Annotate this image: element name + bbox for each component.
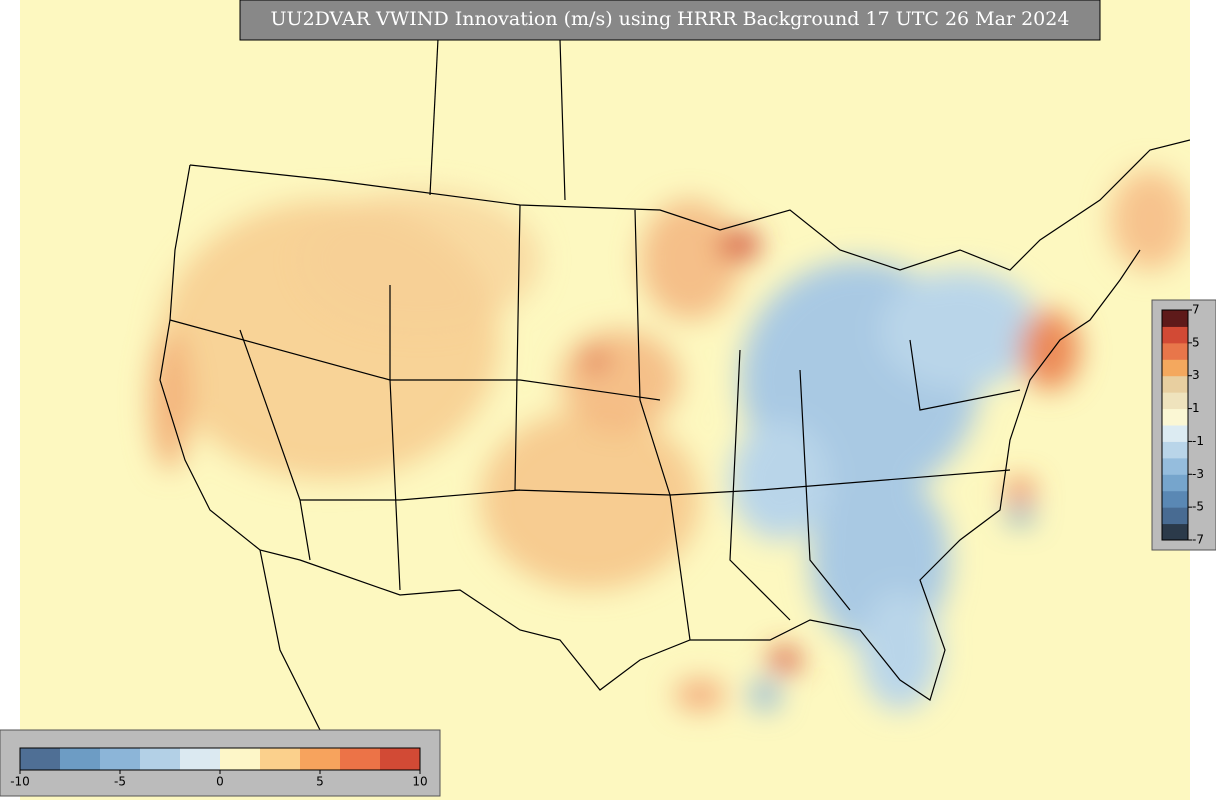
colorbar-bottom: -10 -5 0 5 10 xyxy=(10,747,428,789)
colorbar-band xyxy=(1162,457,1188,475)
colorbar-band xyxy=(1162,408,1188,426)
colorbar-band xyxy=(180,748,221,770)
colorbar-band xyxy=(1162,392,1188,410)
colorbar-band xyxy=(1162,474,1188,492)
colorbar-tick-label: -5 xyxy=(1192,500,1204,514)
colorbar-tick-label: 0 xyxy=(216,775,224,789)
title: UU2DVAR VWIND Innovation (m/s) using HRR… xyxy=(271,8,1070,30)
colorbar-band xyxy=(1162,425,1188,442)
colorbar-tick-label: 7 xyxy=(1192,303,1200,317)
colorbar-band xyxy=(140,748,181,770)
colorbar-band xyxy=(1162,490,1188,508)
colorbar-band xyxy=(260,748,301,770)
colorbar-band xyxy=(1162,507,1188,525)
boundaries xyxy=(159,0,1190,751)
colorbar-band xyxy=(1162,342,1188,360)
colorbar-band xyxy=(100,748,141,770)
colorbar-tick-label: 5 xyxy=(316,775,324,789)
colorbar-band xyxy=(220,748,261,770)
colorbar-band xyxy=(380,748,421,770)
colorbar-tick-label: -10 xyxy=(10,775,30,789)
colorbar-tick-label: -1 xyxy=(1192,434,1204,448)
colorbar-band xyxy=(340,748,381,770)
colorbar-band xyxy=(1162,375,1188,393)
colorbar-band xyxy=(1162,326,1188,344)
innovation-field xyxy=(150,170,1190,710)
colorbar-tick-label: 10 xyxy=(412,775,427,789)
colorbar-band xyxy=(1162,523,1188,541)
colorbar-band xyxy=(20,748,61,770)
title-box xyxy=(239,0,1101,41)
colorbar-band xyxy=(1162,359,1188,377)
colorbar-tick-label: -7 xyxy=(1192,533,1204,547)
colorbar-tick-label: 1 xyxy=(1192,401,1200,415)
colorbar-band xyxy=(60,748,101,770)
colorbar-band xyxy=(1162,310,1188,327)
colorbar-tick-label: -5 xyxy=(114,775,126,789)
colorbar-tick-label: 5 xyxy=(1192,335,1200,349)
colorbar-right: -7 -5 -3 -1 1 3 5 7 xyxy=(1161,303,1204,547)
colorbar-tick-label: -3 xyxy=(1192,467,1204,481)
colorbar-tick-label: 3 xyxy=(1192,368,1200,382)
colorbar-band xyxy=(1162,441,1188,459)
map xyxy=(20,0,1190,800)
colorbar-frame xyxy=(1161,309,1189,541)
colorbar-band xyxy=(300,748,341,770)
